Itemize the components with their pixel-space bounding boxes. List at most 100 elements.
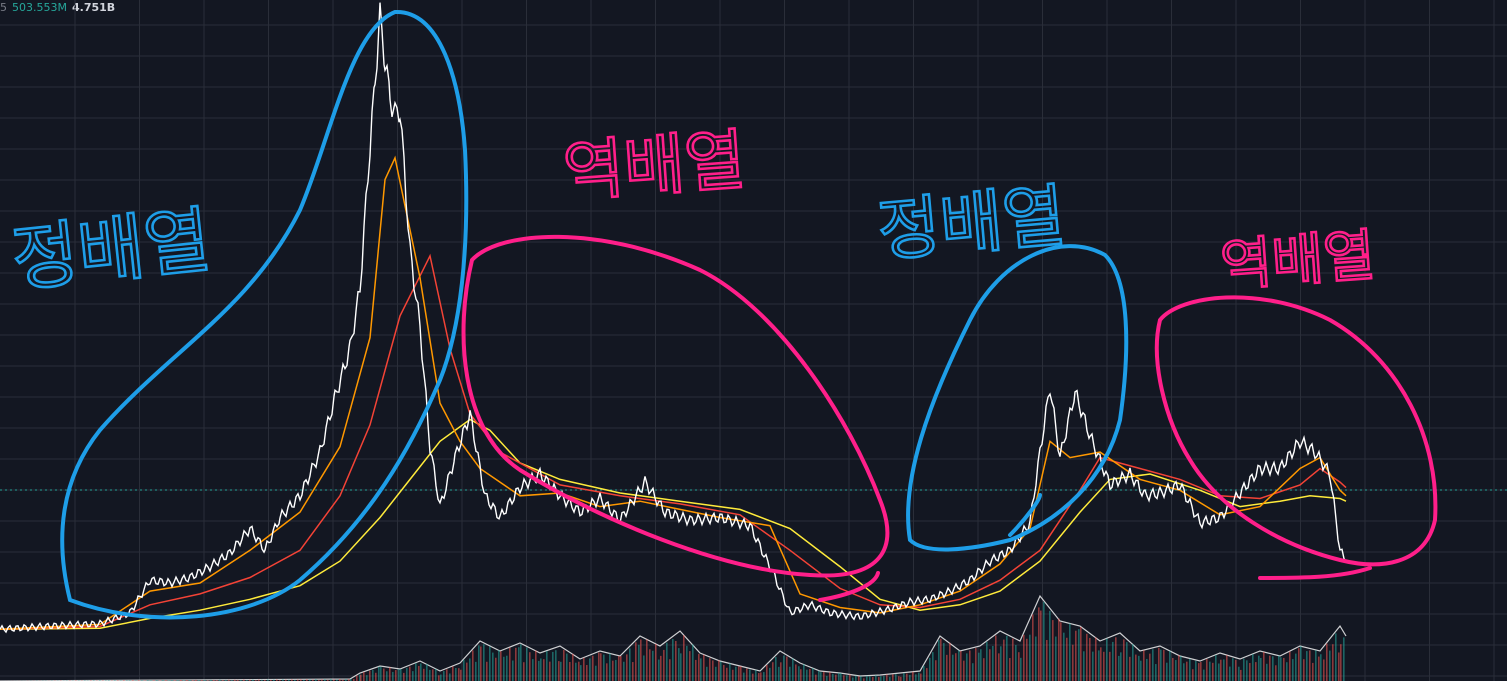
volume-bar [935, 660, 937, 681]
volume-bar [1026, 638, 1028, 681]
volume-bar [720, 661, 722, 681]
volume-bar [264, 679, 266, 681]
volume-bar [1272, 656, 1274, 681]
volume-bar [640, 639, 642, 681]
volume-bar [675, 640, 677, 681]
volume-bar [1172, 657, 1174, 681]
volume-bar [678, 648, 680, 681]
volume-bar [321, 679, 323, 681]
volume-bar [1158, 647, 1160, 681]
volume-bar [698, 653, 700, 681]
volume-bar [732, 669, 734, 681]
volume-bar [1275, 665, 1277, 681]
volume-bar [680, 653, 682, 681]
volume-bar [1209, 661, 1211, 681]
volume-bar [932, 652, 934, 681]
volume-bar [395, 670, 397, 681]
volume-bar [1320, 654, 1322, 681]
volume-bar [452, 666, 454, 681]
volume-bar [1146, 658, 1148, 681]
volume-bar [375, 672, 377, 681]
volume-bar [420, 663, 422, 681]
volume-bar [483, 644, 485, 681]
volume-bar [960, 651, 962, 681]
volume-bar [535, 650, 537, 681]
volume-bar [1283, 657, 1285, 681]
volume-bar [843, 675, 845, 681]
volume-bar [1249, 663, 1251, 681]
volume-bar [692, 644, 694, 681]
volume-bar [1072, 644, 1074, 681]
volume-bar [709, 658, 711, 681]
volume-bar [406, 667, 408, 681]
volume-bar [786, 656, 788, 681]
volume-bar [1043, 601, 1045, 681]
volume-bar [992, 645, 994, 681]
volume-bar [775, 656, 777, 681]
volume-bar [243, 679, 245, 681]
volume-bar [760, 672, 762, 681]
volume-bar [1246, 660, 1248, 681]
volume-bar [812, 668, 814, 681]
volume-bar [672, 639, 674, 681]
volume-bar [895, 674, 897, 681]
volume-bar [398, 669, 400, 681]
volume-bar [1315, 650, 1317, 681]
volume-bar [392, 671, 394, 681]
volume-bar [324, 679, 326, 681]
volume-bar [1318, 656, 1320, 681]
volume-bar [1012, 638, 1014, 681]
volume-bar [400, 669, 402, 681]
volume-bar [1075, 630, 1077, 681]
volume-bar [858, 676, 860, 681]
volume-bar [350, 679, 352, 681]
volume-bar [1058, 618, 1060, 681]
volume-bar [603, 654, 605, 681]
volume-bar [712, 660, 714, 681]
volume-bar [1098, 650, 1100, 681]
volume-bar [803, 664, 805, 681]
volume-bar [540, 658, 542, 681]
volume-bar [1003, 639, 1005, 681]
volume-bar [818, 670, 820, 681]
volume-bar [1138, 655, 1140, 681]
volume-bar [563, 649, 565, 681]
volume-bar [918, 672, 920, 681]
volume-bar [195, 679, 197, 681]
volume-bar [1266, 663, 1268, 681]
volume-bar [558, 661, 560, 681]
volume-bar [1055, 636, 1057, 681]
volume-bar [1326, 643, 1328, 681]
volume-bar [609, 653, 611, 681]
volume-bar [538, 660, 540, 681]
volume-bar [592, 655, 594, 681]
volume-bar [1186, 661, 1188, 681]
volume-bar [626, 654, 628, 681]
volume-bar [1118, 655, 1120, 681]
volume-bar [623, 661, 625, 681]
volume-bar [1189, 658, 1191, 681]
volume-bar [1166, 662, 1168, 681]
volume-bar [1280, 657, 1282, 681]
volume-bar [958, 650, 960, 681]
volume-bar [523, 662, 525, 681]
volume-bar [1329, 650, 1331, 681]
volume-bar [463, 659, 465, 681]
volume-bar [1335, 633, 1337, 681]
volume-bar [755, 669, 757, 681]
volume-bar [412, 671, 414, 681]
volume-bar [780, 662, 782, 681]
volume-bar [480, 646, 482, 681]
volume-bar [1303, 659, 1305, 681]
volume-bar [823, 671, 825, 681]
volume-bar [915, 674, 917, 681]
volume-bar [586, 665, 588, 681]
volume-bar [520, 644, 522, 681]
volume-bar [1035, 636, 1037, 681]
volume-bar [635, 642, 637, 681]
volume-bar [612, 660, 614, 681]
volume-bar [889, 676, 891, 681]
volume-bar [743, 672, 745, 681]
volume-bar [629, 648, 631, 681]
